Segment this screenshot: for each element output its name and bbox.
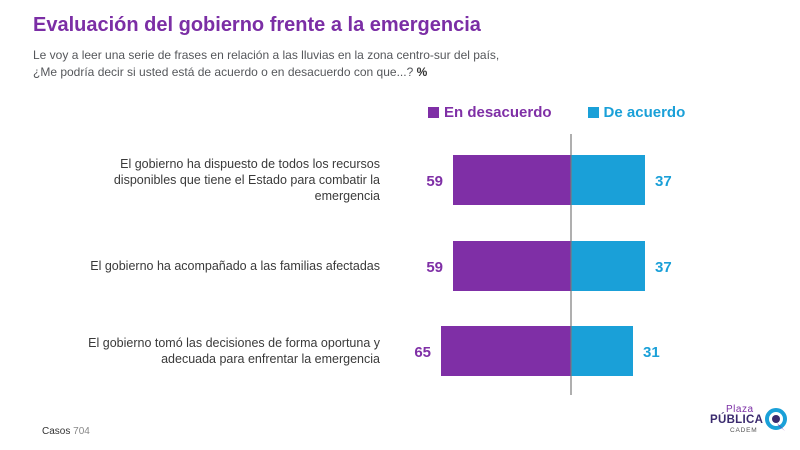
logo-mark-icon <box>765 408 787 431</box>
category-label: El gobierno ha acompañado a las familias… <box>40 258 380 274</box>
footer-casos: Casos 704 <box>42 426 90 437</box>
category-label-line: disponibles que tiene el Estado para com… <box>113 173 380 187</box>
chart-subtitle: Le voy a leer una serie de frases en rel… <box>33 47 633 81</box>
data-label-acuerdo: 37 <box>655 173 672 190</box>
data-label-acuerdo: 31 <box>643 344 660 361</box>
data-label-desacuerdo: 59 <box>426 259 443 276</box>
bar-acuerdo <box>571 326 633 376</box>
category-label-line: El gobierno ha acompañado a las familias… <box>90 259 380 273</box>
bar-desacuerdo <box>453 155 571 205</box>
subtitle-line-1: Le voy a leer una serie de frases en rel… <box>33 48 500 62</box>
legend-label-desacuerdo: En desacuerdo <box>444 104 552 121</box>
bar-acuerdo <box>571 241 645 291</box>
subtitle-unit: % <box>416 65 428 79</box>
casos-value: 704 <box>73 426 90 437</box>
legend-swatch-desacuerdo <box>428 107 439 118</box>
data-label-acuerdo: 37 <box>655 259 672 276</box>
data-label-desacuerdo: 65 <box>414 344 431 361</box>
subtitle-line-2: ¿Me podría decir si usted está de acuerd… <box>33 64 633 81</box>
casos-label: Casos <box>42 426 71 437</box>
data-label-desacuerdo: 59 <box>426 173 443 190</box>
bar-desacuerdo <box>441 326 571 376</box>
bar-acuerdo <box>571 155 645 205</box>
logo-text-plaza: Plaza <box>726 404 754 415</box>
logo-text-cadem: CADEM <box>730 427 758 434</box>
legend-swatch-acuerdo <box>587 107 599 118</box>
chart-legend: En desacuerdo De acuerdo <box>428 104 685 121</box>
legend-item-acuerdo: De acuerdo <box>587 104 686 121</box>
logo-text-publica: PÚBLICA <box>710 414 764 426</box>
legend-label-acuerdo: De acuerdo <box>603 104 686 121</box>
category-label: El gobierno ha dispuesto de todos los re… <box>40 156 380 204</box>
legend-item-desacuerdo: En desacuerdo <box>428 104 552 121</box>
category-label: El gobierno tomó las decisiones de forma… <box>40 335 380 367</box>
bar-desacuerdo <box>453 241 571 291</box>
category-label-line: adecuada para enfrentar la emergencia <box>161 352 380 366</box>
plaza-publica-cadem-logo: Plaza PÚBLICA CADEM <box>708 404 788 438</box>
category-label-line: emergencia <box>314 189 380 203</box>
category-label-line: El gobierno tomó las decisiones de forma… <box>88 336 380 350</box>
subtitle-question: ¿Me podría decir si usted está de acuerd… <box>33 65 414 79</box>
page-title: Evaluación del gobierno frente a la emer… <box>33 14 481 36</box>
category-label-line: El gobierno ha dispuesto de todos los re… <box>120 157 380 171</box>
